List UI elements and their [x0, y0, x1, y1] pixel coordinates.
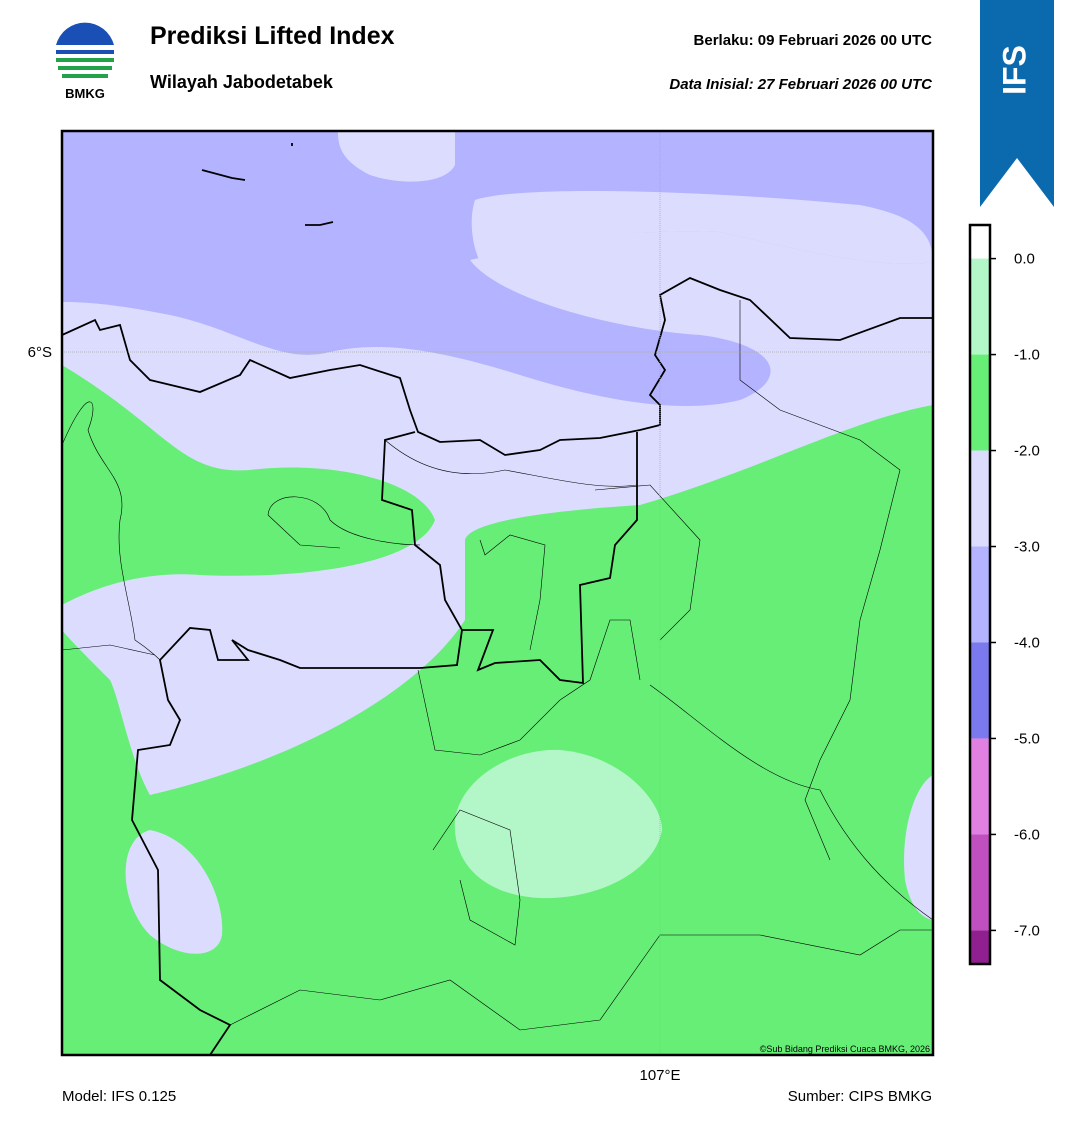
colorbar-frame — [968, 223, 992, 966]
colorbar-band — [970, 546, 990, 643]
colorbar: 0.0 -1.0 -2.0 -3.0 -4.0 -5.0 -6.0 -7.0 — [968, 223, 1040, 966]
credit: ©Sub Bidang Prediksi Cuaca BMKG, 2026 — [760, 1044, 930, 1054]
logo-text: BMKG — [65, 86, 105, 101]
colorbar-band — [970, 225, 990, 259]
valid-time: Berlaku: 09 Februari 2026 00 UTC — [694, 32, 933, 49]
colorbar-tick-label: 0.0 — [1014, 251, 1035, 268]
colorbar-tick-label: -2.0 — [1014, 443, 1040, 460]
colorbar-tick-label: -4.0 — [1014, 634, 1040, 651]
lat-label: 6°S — [28, 344, 52, 361]
lon-label: 107°E — [639, 1067, 680, 1084]
colorbar-band — [970, 450, 990, 547]
colorbar-tick-label: -7.0 — [1014, 922, 1040, 939]
title: Prediksi Lifted Index — [150, 22, 395, 50]
colorbar-band — [970, 258, 990, 355]
map-frame — [60, 129, 935, 1057]
colorbar-tick-label: -5.0 — [1014, 730, 1040, 747]
subtitle: Wilayah Jabodetabek — [150, 72, 334, 92]
init-time: Data Inisial: 27 Februari 2026 00 UTC — [669, 76, 933, 93]
colorbar-tick-label: -1.0 — [1014, 347, 1040, 364]
badge-text: IFS — [996, 45, 1032, 95]
colorbar-band — [970, 834, 990, 931]
map-fields — [62, 131, 933, 1055]
colorbar-band — [970, 354, 990, 451]
model: Model: IFS 0.125 — [62, 1088, 176, 1105]
colorbar-tick-label: -6.0 — [1014, 826, 1040, 843]
source: Sumber: CIPS BMKG — [788, 1088, 932, 1105]
logo: BMKG — [55, 22, 115, 101]
colorbar-band — [970, 642, 990, 739]
colorbar-band — [970, 930, 990, 964]
colorbar-band — [970, 738, 990, 835]
badge — [980, 0, 1054, 207]
colorbar-tick-label: -3.0 — [1014, 539, 1040, 556]
